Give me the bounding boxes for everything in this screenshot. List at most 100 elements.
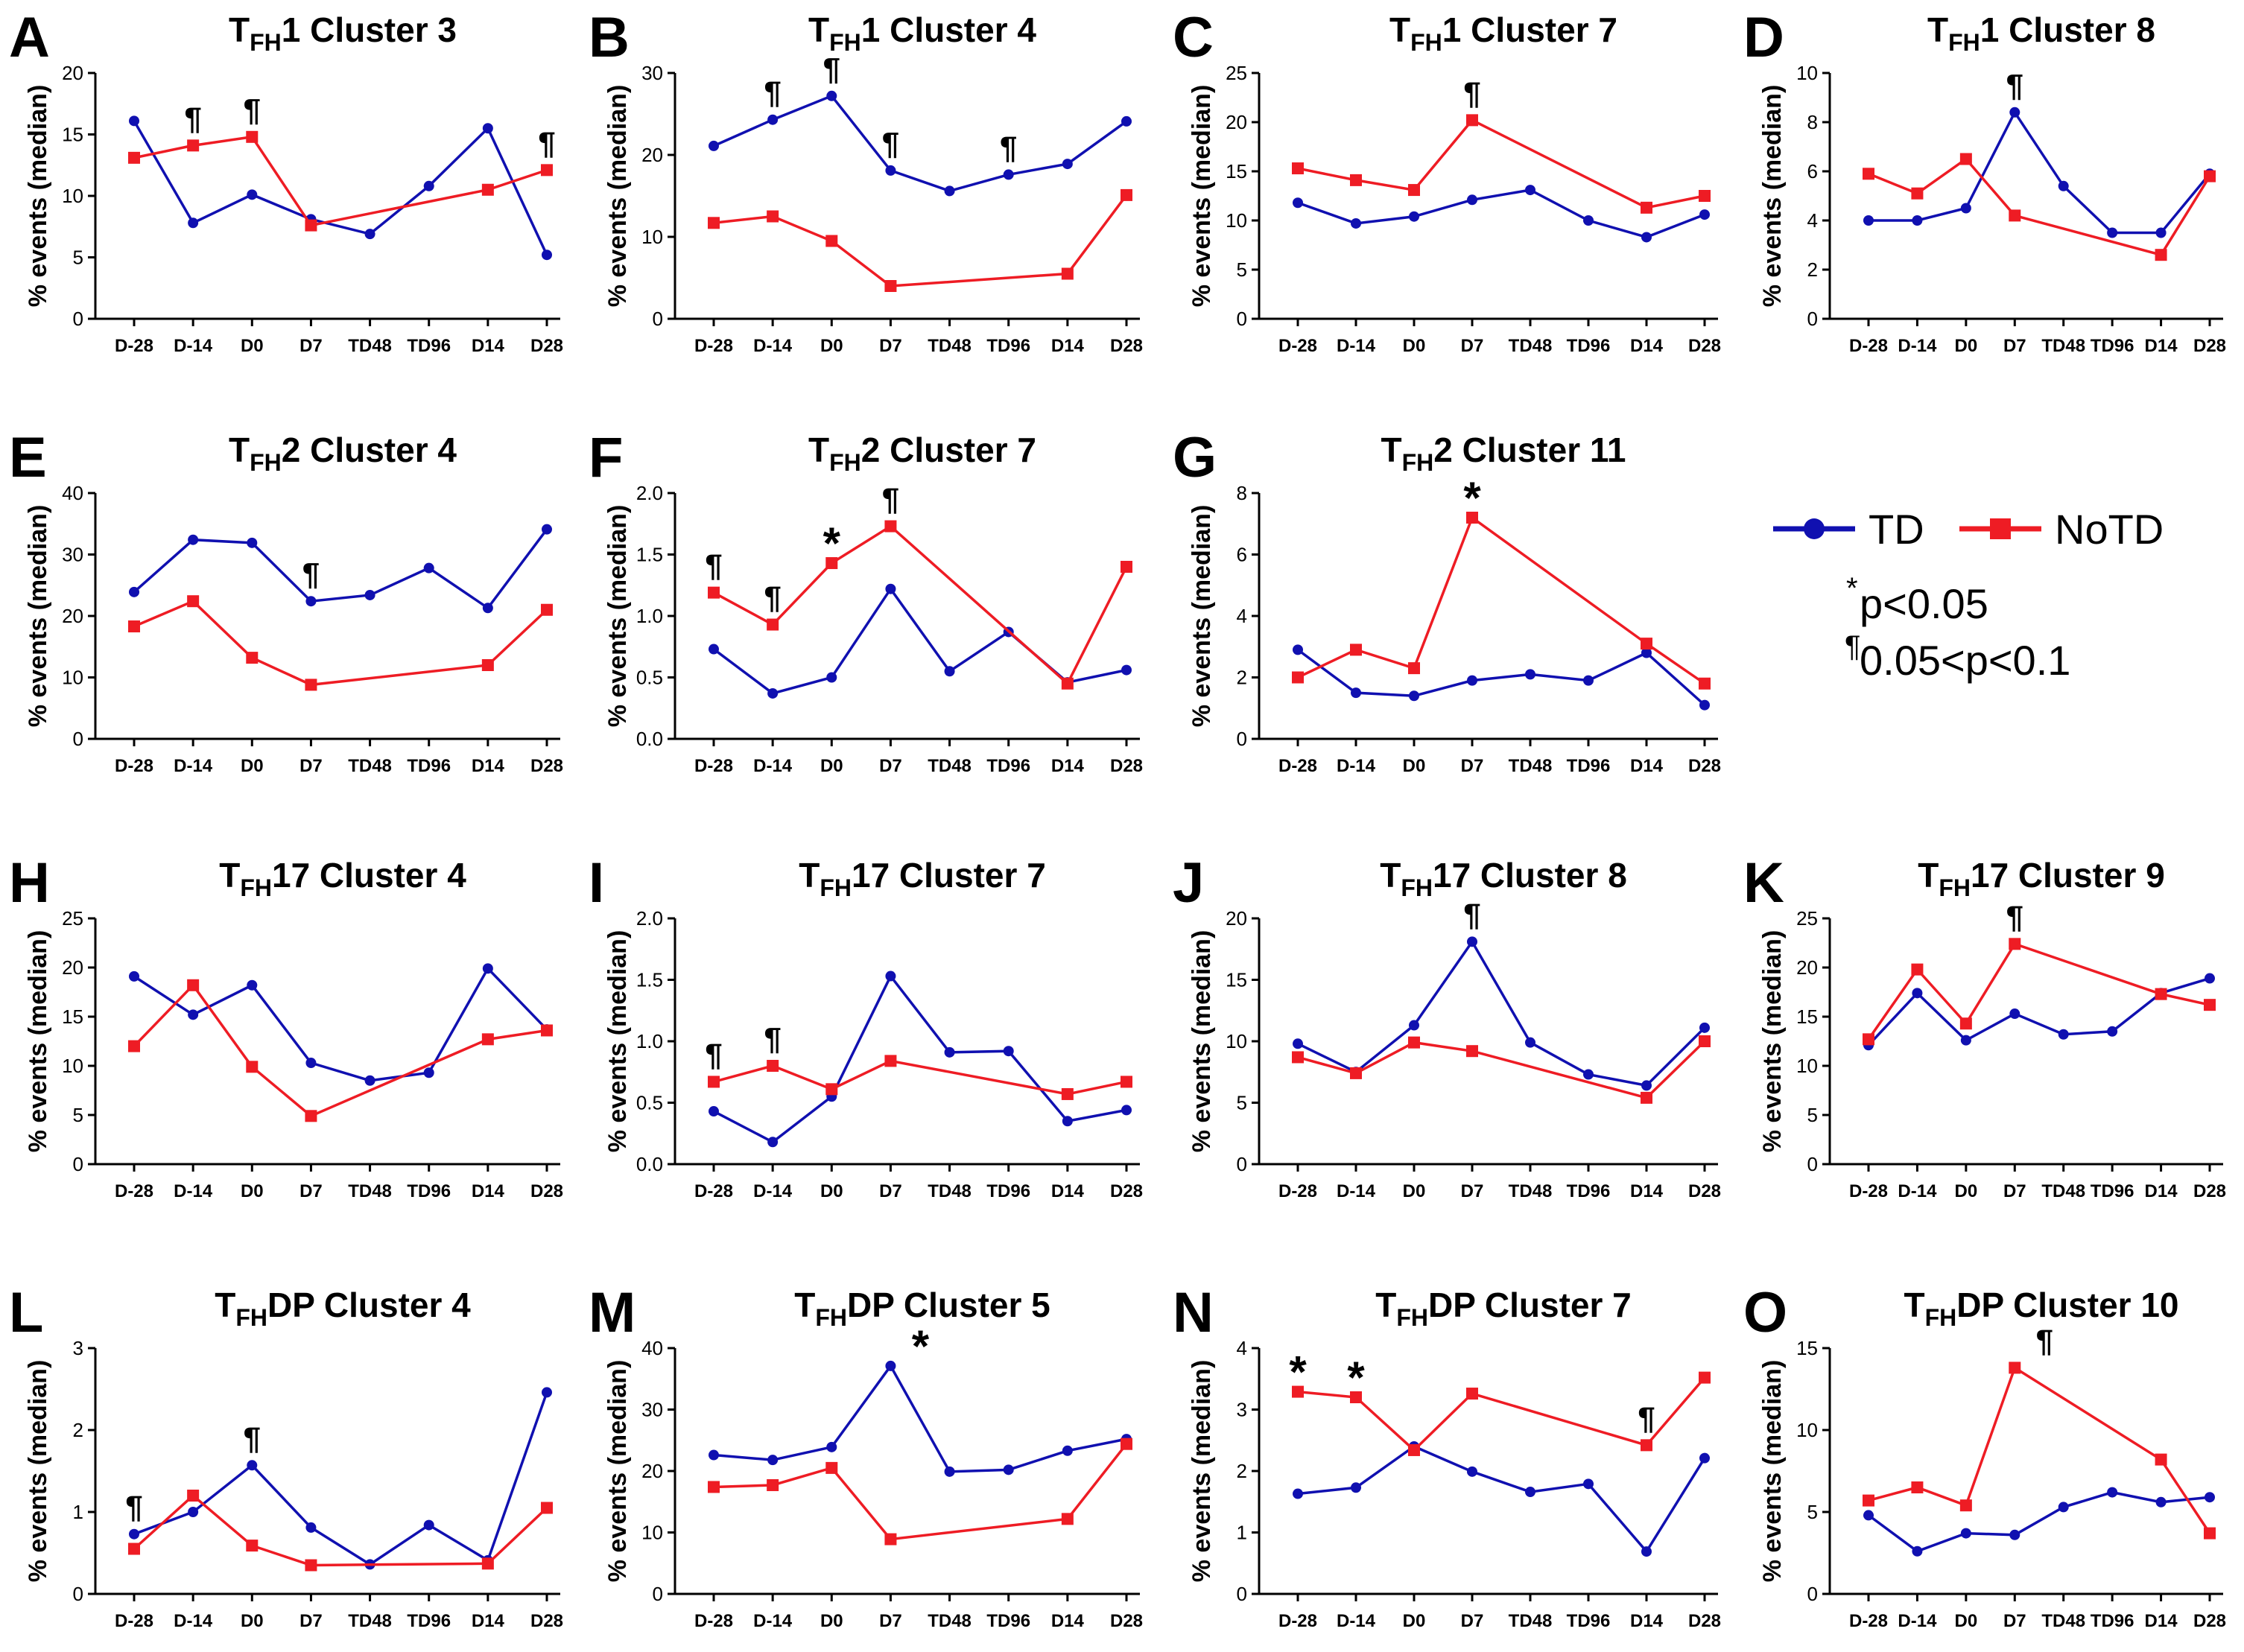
data-point-NoTD (884, 1055, 897, 1067)
x-tick-label: D0 (820, 336, 843, 356)
data-point-TD (1912, 215, 1923, 226)
series-line-NoTD (713, 1059, 1127, 1096)
x-tick-label: TD48 (1509, 756, 1553, 776)
panel-letter: G (1173, 426, 1217, 489)
data-point-TD (1409, 1020, 1419, 1031)
data-point-NoTD (1911, 187, 1924, 200)
panel-F: F TFH2 Cluster 7 0.0 0.5 1.0 1.5 2.0 D-28 D-14 D0… (589, 426, 1143, 776)
data-point-TD (1960, 1528, 1971, 1539)
data-point-TD (1293, 1488, 1303, 1499)
y-tick-label: 0 (653, 308, 663, 330)
data-point-TD (1699, 1452, 1710, 1464)
x-tick-label: D-28 (1278, 336, 1317, 356)
data-point-TD (1641, 1546, 1652, 1557)
y-axis-label: % events (median) (24, 505, 52, 728)
panel-title: TFHDP Cluster 4 (215, 1286, 471, 1331)
data-point-NoTD (1408, 1036, 1420, 1049)
data-point-NoTD (1408, 1443, 1420, 1456)
data-point-NoTD (2155, 988, 2167, 1000)
x-tick-label: D28 (1110, 336, 1143, 356)
x-tick-label: D7 (2003, 1181, 2026, 1201)
title-subscript: FH (1402, 449, 1434, 476)
x-tick-label: D-28 (1278, 1181, 1317, 1201)
x-tick-label: D-28 (1849, 1611, 1888, 1631)
x-tick-label: D7 (1461, 756, 1484, 776)
title-rest: 17 Cluster 8 (1433, 856, 1627, 895)
data-point-NoTD (1350, 644, 1362, 656)
y-tick-label: 0 (1807, 308, 1818, 330)
y-tick-label: 40 (62, 482, 83, 504)
x-tick-label: D14 (1630, 336, 1664, 356)
data-point-NoTD (825, 235, 838, 247)
panel-M: M TFHDP Cluster 5 0 10 20 30 40 D-28 D-14 D0 D7 TD4… (589, 1281, 1143, 1631)
x-tick-label: D28 (1688, 1181, 1721, 1201)
data-point-NoTD (767, 618, 779, 631)
series-line-NoTD (713, 194, 1128, 287)
x-tick-label: D7 (299, 1181, 323, 1201)
x-tick-label: TD96 (407, 336, 451, 356)
title-rest: 1 Cluster 8 (1980, 10, 2155, 49)
x-tick-label: D-14 (1898, 1181, 1937, 1201)
title-subscript: FH (1396, 1304, 1428, 1331)
y-tick-label: 5 (1807, 1104, 1818, 1126)
data-point-TD (1351, 687, 1361, 699)
x-tick-label: TD96 (986, 1611, 1030, 1631)
panel-J: J TFH17 Cluster 8 0 5 10 15 20 D-28 D-14 D0 D7 TD48… (1173, 851, 1721, 1201)
x-tick-label: TD48 (928, 756, 972, 776)
data-point-NoTD (2204, 170, 2216, 182)
data-point-TD (1062, 1445, 1073, 1456)
data-point-NoTD (1350, 1067, 1362, 1079)
data-point-TD (1121, 1105, 1132, 1116)
data-point-TD (188, 534, 199, 545)
series-line-NoTD (713, 524, 1128, 686)
data-point-TD (1525, 669, 1535, 680)
data-point-TD (482, 963, 493, 974)
data-point-NoTD (187, 595, 200, 608)
y-tick-label: 1.5 (636, 969, 663, 991)
data-point-TD (767, 1137, 779, 1148)
data-point-TD (2058, 1029, 2069, 1040)
x-tick-label: D-28 (1849, 1181, 1888, 1201)
data-point-TD (1525, 185, 1535, 196)
y-tick-label: 5 (1237, 1092, 1247, 1114)
series-line-NoTD (133, 1493, 548, 1567)
panel-C: C TFH1 Cluster 7 0 5 10 15 20 25 D-28 D-14 D0 D7 TD4… (1173, 6, 1721, 356)
data-point-NoTD (1641, 638, 1652, 650)
data-point-TD (247, 189, 258, 200)
data-point-TD (1583, 1069, 1594, 1080)
x-tick-label: D-28 (694, 1181, 733, 1201)
y-axis-label: % events (median) (1188, 1360, 1216, 1583)
y-tick-label: 0 (1237, 1583, 1247, 1605)
data-point-NoTD (825, 1461, 838, 1474)
data-point-NoTD (884, 280, 897, 292)
data-point-TD (542, 1387, 552, 1398)
y-tick-label: 1.0 (636, 605, 663, 627)
data-point-NoTD (1466, 114, 1478, 127)
x-tick-label: D0 (1403, 1611, 1426, 1631)
x-tick-label: D0 (1403, 336, 1426, 356)
title-subscript: FH (235, 1304, 267, 1331)
y-tick-label: 1 (73, 1501, 83, 1523)
data-point-NoTD (1699, 190, 1711, 202)
data-point-NoTD (246, 130, 259, 143)
significance-pilcrow: ¶ (125, 1490, 142, 1525)
series-line-TD (1297, 939, 1706, 1087)
data-point-NoTD (2009, 1362, 2021, 1374)
y-axis-label: % events (median) (24, 85, 52, 308)
data-point-TD (482, 123, 493, 134)
data-point-NoTD (481, 1557, 494, 1570)
y-tick-label: 20 (1226, 907, 1247, 930)
data-point-TD (944, 185, 955, 197)
y-axis-label: % events (median) (603, 930, 632, 1153)
title-rest: 1 Cluster 3 (282, 10, 457, 49)
data-point-TD (364, 229, 375, 240)
y-tick-label: 15 (62, 1006, 83, 1028)
x-tick-label: D7 (879, 336, 902, 356)
x-tick-label: D0 (241, 336, 264, 356)
data-point-NoTD (1911, 963, 1924, 976)
data-point-NoTD (481, 183, 494, 196)
x-tick-label: TD96 (1567, 756, 1611, 776)
x-tick-label: D-14 (753, 1181, 793, 1201)
data-point-NoTD (767, 1478, 779, 1491)
